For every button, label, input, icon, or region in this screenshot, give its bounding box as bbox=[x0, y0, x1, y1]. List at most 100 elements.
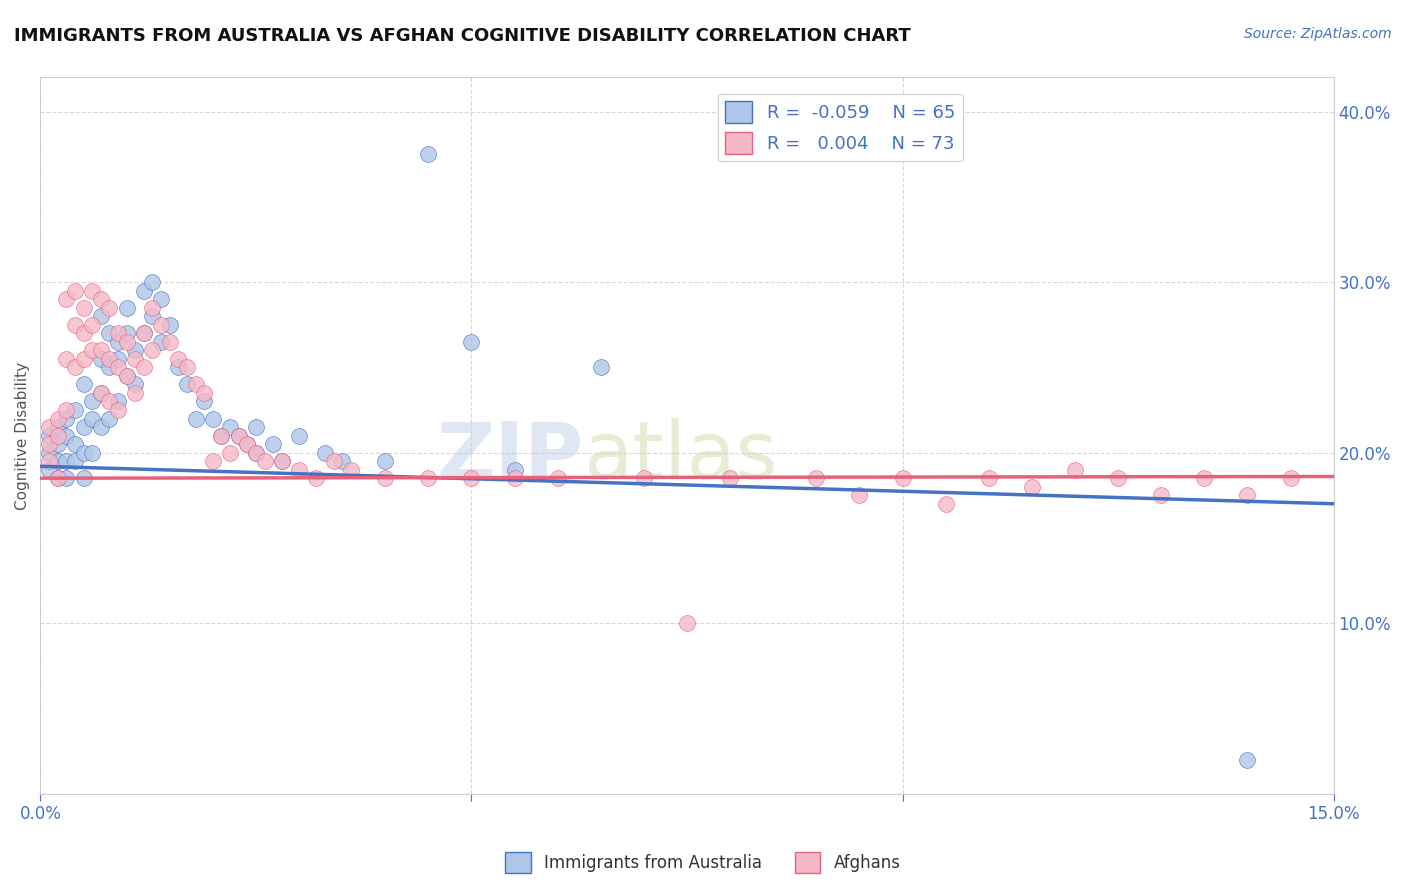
Point bbox=[38, 454, 60, 468]
Point bbox=[150, 318, 173, 332]
Point bbox=[55, 351, 77, 366]
Point bbox=[1064, 463, 1087, 477]
Point bbox=[46, 428, 69, 442]
Point bbox=[115, 326, 138, 341]
Point bbox=[107, 394, 129, 409]
Point bbox=[82, 318, 104, 332]
Point bbox=[98, 351, 121, 366]
Point bbox=[98, 301, 121, 315]
Point bbox=[193, 385, 215, 400]
Point bbox=[55, 454, 77, 468]
Point bbox=[176, 377, 198, 392]
Point bbox=[107, 403, 129, 417]
Point bbox=[72, 326, 94, 341]
Point bbox=[374, 471, 396, 485]
Point bbox=[63, 318, 86, 332]
Point bbox=[63, 454, 86, 468]
Point bbox=[891, 471, 914, 485]
Point bbox=[55, 428, 77, 442]
Point bbox=[184, 411, 207, 425]
Point bbox=[1150, 488, 1173, 502]
Point bbox=[184, 377, 207, 392]
Point bbox=[322, 454, 344, 468]
Point bbox=[90, 343, 112, 358]
Point bbox=[314, 445, 336, 459]
Text: atlas: atlas bbox=[583, 418, 778, 496]
Point bbox=[374, 454, 396, 468]
Point bbox=[72, 471, 94, 485]
Point bbox=[115, 368, 138, 383]
Point bbox=[460, 334, 482, 349]
Point bbox=[236, 437, 259, 451]
Point bbox=[589, 360, 612, 375]
Point bbox=[228, 428, 250, 442]
Point bbox=[219, 420, 242, 434]
Point bbox=[46, 420, 69, 434]
Point bbox=[167, 351, 190, 366]
Point bbox=[124, 351, 146, 366]
Point bbox=[55, 411, 77, 425]
Point bbox=[132, 326, 155, 341]
Point bbox=[201, 411, 224, 425]
Point bbox=[90, 385, 112, 400]
Point bbox=[72, 351, 94, 366]
Point bbox=[90, 309, 112, 323]
Point bbox=[141, 275, 163, 289]
Point bbox=[63, 360, 86, 375]
Point bbox=[55, 292, 77, 306]
Point bbox=[253, 454, 276, 468]
Point bbox=[115, 368, 138, 383]
Point bbox=[98, 394, 121, 409]
Point bbox=[718, 471, 741, 485]
Point bbox=[288, 463, 311, 477]
Point bbox=[115, 334, 138, 349]
Point bbox=[211, 428, 233, 442]
Point bbox=[270, 454, 292, 468]
Point bbox=[63, 403, 86, 417]
Point bbox=[848, 488, 870, 502]
Point bbox=[228, 428, 250, 442]
Point bbox=[676, 616, 699, 631]
Legend: R =  -0.059    N = 65, R =   0.004    N = 73: R = -0.059 N = 65, R = 0.004 N = 73 bbox=[718, 94, 963, 161]
Point bbox=[132, 326, 155, 341]
Point bbox=[245, 445, 267, 459]
Point bbox=[176, 360, 198, 375]
Point bbox=[201, 454, 224, 468]
Point bbox=[418, 471, 440, 485]
Point bbox=[245, 420, 267, 434]
Point bbox=[72, 301, 94, 315]
Point bbox=[132, 360, 155, 375]
Point bbox=[124, 385, 146, 400]
Point bbox=[46, 471, 69, 485]
Point bbox=[305, 471, 328, 485]
Point bbox=[82, 394, 104, 409]
Point bbox=[1279, 471, 1302, 485]
Point bbox=[460, 471, 482, 485]
Text: ZIP: ZIP bbox=[436, 418, 583, 496]
Point bbox=[55, 403, 77, 417]
Point bbox=[211, 428, 233, 442]
Point bbox=[115, 301, 138, 315]
Point bbox=[98, 411, 121, 425]
Point bbox=[82, 343, 104, 358]
Point bbox=[262, 437, 284, 451]
Point bbox=[107, 360, 129, 375]
Point bbox=[90, 385, 112, 400]
Point bbox=[159, 318, 181, 332]
Point bbox=[1107, 471, 1129, 485]
Legend: Immigrants from Australia, Afghans: Immigrants from Australia, Afghans bbox=[499, 846, 907, 880]
Point bbox=[167, 360, 190, 375]
Point bbox=[503, 463, 526, 477]
Point bbox=[977, 471, 1000, 485]
Point bbox=[38, 428, 60, 442]
Point bbox=[72, 445, 94, 459]
Point bbox=[72, 377, 94, 392]
Point bbox=[330, 454, 353, 468]
Point bbox=[547, 471, 569, 485]
Point bbox=[150, 292, 173, 306]
Point bbox=[288, 428, 311, 442]
Point bbox=[193, 394, 215, 409]
Point bbox=[38, 463, 60, 477]
Point bbox=[1236, 488, 1258, 502]
Point bbox=[219, 445, 242, 459]
